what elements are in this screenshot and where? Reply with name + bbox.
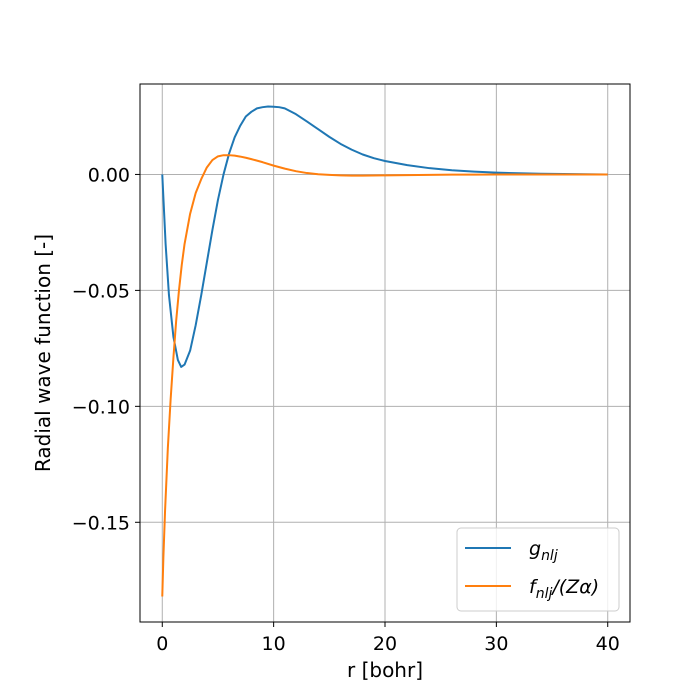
y-tick-label: 0.00 <box>88 164 130 186</box>
y-axis-label: Radial wave function [-] <box>31 234 55 472</box>
series-lines <box>161 105 608 597</box>
x-tick-label: 30 <box>484 633 508 655</box>
x-tick-label: 40 <box>596 633 620 655</box>
x-tick-label: 20 <box>373 633 397 655</box>
y-tick-label: −0.15 <box>72 512 130 534</box>
x-tick-label: 10 <box>262 633 286 655</box>
legend-label-0: gnlj <box>529 538 558 564</box>
y-tick-label: −0.05 <box>72 280 130 302</box>
legend-label-main: f <box>529 576 539 598</box>
legend-label-main: g <box>529 538 541 560</box>
y-tick-label: −0.10 <box>72 396 130 418</box>
legend-label-subscript: nlj <box>541 548 558 564</box>
legend-label-subscript: nlj <box>536 586 553 602</box>
x-tick-label: 0 <box>156 633 168 655</box>
series-line-1 <box>161 154 608 597</box>
axis-ticks: 0 10 20 30 40 0.00 −0.05 −0.10 −0.15 <box>72 164 620 655</box>
legend-label-1: fnlj/(Zα) <box>529 576 599 602</box>
series-line-0 <box>161 105 608 368</box>
legend-label-rest: /(Zα) <box>550 576 599 598</box>
x-axis-label: r [bohr] <box>347 658 423 682</box>
